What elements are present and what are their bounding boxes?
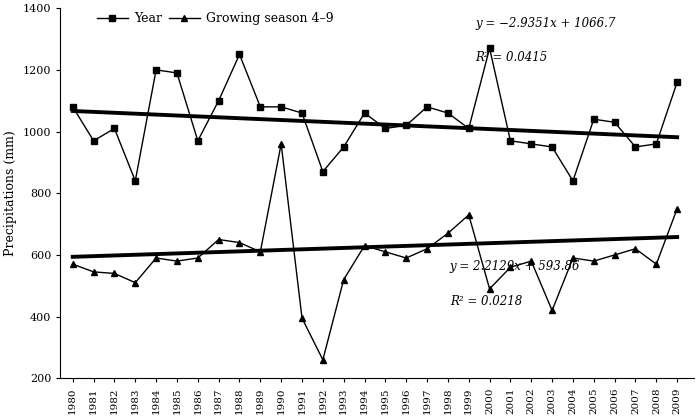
- Year: [152, 67, 161, 72]
- Growing season 4–9: [611, 252, 619, 257]
- Growing season 4–9: [235, 240, 244, 245]
- Y-axis label: Precipitations (mm): Precipitations (mm): [4, 130, 17, 256]
- Year: [548, 145, 556, 150]
- Growing season 4–9: [193, 255, 202, 260]
- Year: [444, 110, 452, 115]
- Growing season 4–9: [673, 206, 681, 211]
- Year: [256, 104, 265, 110]
- Growing season 4–9: [652, 262, 660, 267]
- Year: [423, 104, 431, 110]
- Year: [277, 104, 285, 110]
- Growing season 4–9: [319, 357, 327, 362]
- Year: [339, 145, 348, 150]
- Growing season 4–9: [110, 271, 119, 276]
- Growing season 4–9: [68, 262, 77, 267]
- Year: [89, 138, 98, 143]
- Growing season 4–9: [339, 277, 348, 282]
- Growing season 4–9: [402, 255, 410, 260]
- Line: Growing season 4–9: Growing season 4–9: [69, 140, 681, 363]
- Year: [611, 120, 619, 125]
- Growing season 4–9: [590, 259, 598, 264]
- Growing season 4–9: [89, 269, 98, 274]
- Year: [402, 123, 410, 128]
- Growing season 4–9: [214, 237, 223, 242]
- Text: y = −2.9351x + 1066.7: y = −2.9351x + 1066.7: [475, 18, 616, 31]
- Growing season 4–9: [631, 246, 639, 251]
- Growing season 4–9: [465, 212, 473, 217]
- Growing season 4–9: [548, 308, 556, 313]
- Growing season 4–9: [381, 249, 389, 254]
- Growing season 4–9: [485, 286, 493, 291]
- Growing season 4–9: [569, 255, 577, 260]
- Year: [465, 126, 473, 131]
- Growing season 4–9: [444, 231, 452, 236]
- Year: [319, 169, 327, 174]
- Growing season 4–9: [152, 255, 161, 260]
- Year: [214, 98, 223, 103]
- Year: [652, 141, 660, 146]
- Year: [173, 70, 181, 75]
- Year: [631, 145, 639, 150]
- Growing season 4–9: [360, 243, 369, 248]
- Growing season 4–9: [527, 259, 535, 264]
- Year: [68, 104, 77, 110]
- Growing season 4–9: [506, 265, 514, 270]
- Year: [381, 126, 389, 131]
- Growing season 4–9: [173, 259, 181, 264]
- Growing season 4–9: [423, 246, 431, 251]
- Text: R² = 0.0415: R² = 0.0415: [475, 51, 547, 64]
- Year: [527, 141, 535, 146]
- Growing season 4–9: [256, 249, 265, 254]
- Year: [235, 52, 244, 57]
- Year: [569, 178, 577, 184]
- Text: y = 2.2129x + 593.86: y = 2.2129x + 593.86: [450, 260, 581, 273]
- Growing season 4–9: [131, 280, 140, 285]
- Legend: Year, Growing season 4–9: Year, Growing season 4–9: [92, 7, 339, 30]
- Year: [485, 46, 493, 51]
- Line: Year: Year: [69, 45, 681, 184]
- Year: [360, 110, 369, 115]
- Year: [506, 138, 514, 143]
- Year: [298, 110, 306, 115]
- Year: [590, 117, 598, 122]
- Text: R² = 0.0218: R² = 0.0218: [450, 295, 522, 308]
- Growing season 4–9: [298, 316, 306, 321]
- Year: [193, 138, 202, 143]
- Year: [110, 126, 119, 131]
- Year: [673, 80, 681, 85]
- Growing season 4–9: [277, 141, 285, 146]
- Year: [131, 178, 140, 184]
